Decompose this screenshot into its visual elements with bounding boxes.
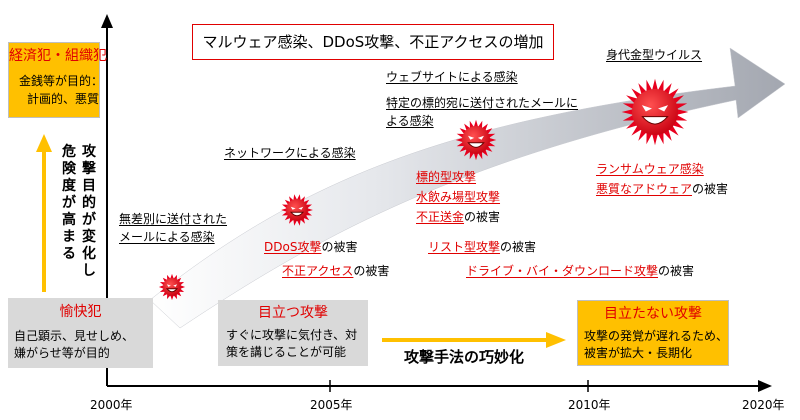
box-economic-crime-title: 経済犯・組織犯 bbox=[9, 48, 107, 64]
damage-targeted: 標的型攻撃 bbox=[416, 170, 477, 184]
damage-remittance-suffix: の被害 bbox=[464, 210, 501, 224]
damage-list: リスト型攻撃の被害 bbox=[428, 240, 536, 255]
box-visible-attack: 目立つ攻撃 すぐに攻撃に気付き、対 策を講じることが可能 bbox=[218, 300, 368, 366]
box-economic-crime-line1: 金銭等が目的： bbox=[19, 74, 104, 88]
stage-ransomware: 身代金型ウイルス bbox=[606, 48, 703, 62]
damage-ddos-name: DDoS攻撃 bbox=[264, 240, 322, 254]
damage-driveby-suffix: の被害 bbox=[658, 264, 695, 278]
vertical-label-char: る bbox=[62, 246, 76, 262]
box-hidden-attack: 目立たない攻撃 攻撃の発覚が遅れるため、 被害が拡大・長期化 bbox=[577, 300, 729, 366]
damage-remittance-name: 不正送金 bbox=[416, 210, 465, 224]
year-2005: 2005年 bbox=[310, 398, 353, 412]
virus-icon-medium bbox=[281, 194, 313, 226]
year-2010: 2010年 bbox=[568, 398, 611, 412]
virus-icon-xlarge bbox=[621, 78, 689, 146]
stage-indiscriminate-mail-line2: メールによる感染 bbox=[119, 230, 215, 244]
damage-unauthorized-suffix: の被害 bbox=[353, 264, 390, 278]
damage-watering-hole: 水飲み場型攻撃 bbox=[416, 190, 501, 204]
trend-arrow bbox=[149, 47, 786, 329]
horizontal-label: 攻撃手法の巧妙化 bbox=[404, 348, 525, 366]
stage-indiscriminate-mail-line1: 無差別に送付された bbox=[119, 212, 228, 226]
vertical-label-char: 険 bbox=[62, 161, 76, 177]
damage-ransom: ランサムウェア感染 bbox=[596, 162, 704, 176]
stage-targeted-mail-line2: よる感染 bbox=[386, 114, 434, 128]
horizontal-yellow-arrowhead bbox=[546, 332, 566, 348]
box-economic-crime-line2: 計画的、悪質 bbox=[27, 92, 100, 106]
year-2000: 2000年 bbox=[90, 398, 133, 412]
damage-remittance: 不正送金の被害 bbox=[416, 210, 500, 225]
vertical-label-char: ま bbox=[62, 229, 76, 245]
year-2020: 2020年 bbox=[742, 398, 785, 412]
vertical-label-char: 度 bbox=[62, 178, 76, 194]
box-pleasure-crime-line1: 自己顕示、見せしめ、 bbox=[14, 329, 135, 343]
vertical-label-char: 的 bbox=[82, 195, 96, 211]
title-box: マルウェア感染、DDoS攻撃、不正アクセスの増加 bbox=[192, 24, 554, 60]
damage-ddos-suffix: の被害 bbox=[321, 240, 358, 254]
vertical-label-char: 目 bbox=[82, 178, 96, 194]
title-text: マルウェア感染、DDoS攻撃、不正アクセスの増加 bbox=[202, 33, 544, 51]
vertical-axis-arrowhead bbox=[101, 14, 113, 28]
damage-driveby-name: ドライブ・バイ・ダウンロード攻撃 bbox=[466, 264, 659, 278]
box-visible-attack-line1: すぐに攻撃に気付き、対 bbox=[226, 328, 358, 342]
damage-unauthorized: 不正アクセスの被害 bbox=[282, 264, 389, 279]
vertical-label-char: 化 bbox=[82, 246, 96, 262]
box-economic-crime: 経済犯・組織犯 金銭等が目的： 計画的、悪質 bbox=[8, 42, 107, 118]
vertical-label-char: が bbox=[62, 195, 76, 211]
vertical-label-char: 攻 bbox=[82, 144, 96, 160]
virus-icon-small bbox=[158, 273, 186, 301]
damage-adware-name: 悪質なアドウェア bbox=[596, 182, 693, 196]
box-visible-attack-title: 目立つ攻撃 bbox=[258, 305, 328, 321]
vertical-yellow-arrowhead bbox=[36, 134, 52, 152]
damage-adware-suffix: の被害 bbox=[692, 182, 729, 196]
vertical-label-char: が bbox=[82, 212, 96, 228]
damage-unauthorized-name: 不正アクセス bbox=[282, 264, 354, 278]
vertical-label-char: 撃 bbox=[82, 161, 96, 177]
vertical-label-char: 高 bbox=[62, 212, 76, 228]
virus-icon-large bbox=[455, 119, 497, 161]
vertical-label-char: 変 bbox=[82, 229, 96, 245]
damage-ddos: DDoS攻撃の被害 bbox=[264, 240, 357, 255]
box-pleasure-crime-title: 愉快犯 bbox=[59, 304, 102, 320]
stage-network: ネットワークによる感染 bbox=[224, 146, 356, 160]
stage-website: ウェブサイトによる感染 bbox=[386, 70, 518, 84]
stage-targeted-mail-line1: 特定の標的宛に送付されたメールに bbox=[386, 96, 579, 110]
vertical-label: 攻撃目的が変化し 危険度が高まる bbox=[58, 144, 102, 294]
vertical-label-char: し bbox=[82, 263, 96, 279]
box-hidden-attack-line1: 攻撃の発覚が遅れるため、 bbox=[584, 329, 729, 343]
vertical-label-char: 危 bbox=[62, 144, 76, 160]
box-visible-attack-line2: 策を講じることが可能 bbox=[226, 345, 347, 359]
damage-driveby: ドライブ・バイ・ダウンロード攻撃の被害 bbox=[466, 264, 694, 279]
box-hidden-attack-line2: 被害が拡大・長期化 bbox=[584, 346, 693, 360]
box-pleasure-crime: 愉快犯 自己顕示、見せしめ、 嫌がらせ等が目的 bbox=[8, 298, 153, 368]
damage-adware: 悪質なアドウェアの被害 bbox=[596, 182, 728, 197]
box-hidden-attack-title: 目立たない攻撃 bbox=[604, 306, 702, 322]
damage-list-name: リスト型攻撃 bbox=[428, 240, 501, 254]
box-pleasure-crime-line2: 嫌がらせ等が目的 bbox=[14, 346, 110, 360]
damage-list-suffix: の被害 bbox=[500, 240, 537, 254]
horizontal-axis-arrowhead bbox=[758, 380, 772, 392]
